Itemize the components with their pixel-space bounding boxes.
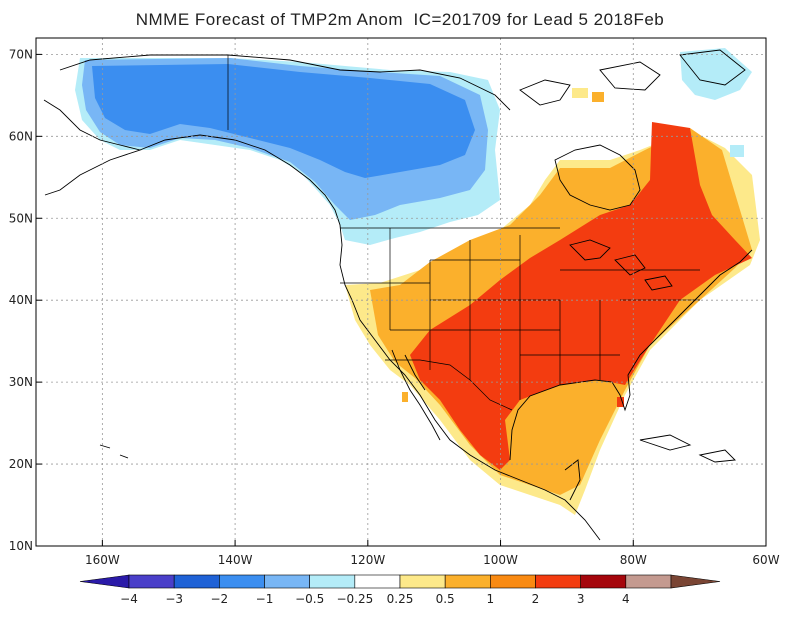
colorbar: −4 −3 −2 −1 −0.5 −0.25 0.25 0.5 1 2 3 4 <box>79 574 721 606</box>
colorbar-swatch <box>444 574 491 589</box>
lat-tick-label: 30N <box>9 375 33 389</box>
colorbar-label: 4 <box>622 592 630 606</box>
colorbar-swatch <box>490 574 536 589</box>
lat-tick-label: 40N <box>9 293 33 307</box>
colorbar-label: 1 <box>487 592 495 606</box>
colorbar-swatch <box>354 574 401 589</box>
lon-tick-label: 80W <box>620 553 647 567</box>
colorbar-label: −0.25 <box>336 592 373 606</box>
lon-tick-label: 60W <box>752 553 779 567</box>
map-axes: 10N 20N 30N 40N 50N 60N 70N 160W 140W 120W 100W 80W… <box>9 47 780 567</box>
cold-anomaly-strong <box>92 64 475 178</box>
map-title: NMME Forecast of TMP2m Anom IC=201709 fo… <box>135 10 665 29</box>
colorbar-label: −1 <box>256 592 274 606</box>
lon-tick-label: 120W <box>350 553 385 567</box>
colorbar-label: −3 <box>165 592 183 606</box>
lon-tick-label: 100W <box>483 553 518 567</box>
colorbar-label: 3 <box>577 592 585 606</box>
colorbar-swatch <box>535 574 581 589</box>
anomaly-shading <box>75 48 760 515</box>
map-frame <box>35 37 767 547</box>
colorbar-swatch <box>264 574 310 589</box>
coastlines <box>43 49 753 541</box>
colorbar-swatch <box>399 574 446 589</box>
lat-tick-label: 70N <box>9 47 33 61</box>
colorbar-label: 0.25 <box>387 592 414 606</box>
colorbar-swatch <box>219 574 265 589</box>
colorbar-swatch <box>580 574 627 589</box>
lat-tick-label: 10N <box>9 539 33 553</box>
colorbar-high-arrow <box>670 574 721 589</box>
colorbar-label: −0.5 <box>295 592 324 606</box>
lon-tick-label: 140W <box>218 553 253 567</box>
warm-anomaly-strong <box>410 122 752 470</box>
colorbar-label: 2 <box>532 592 540 606</box>
colorbar-swatch <box>128 574 175 589</box>
lat-tick-label: 20N <box>9 457 33 471</box>
lat-tick-label: 60N <box>9 129 33 143</box>
lat-lon-grid <box>36 38 766 546</box>
colorbar-low-arrow <box>79 574 130 589</box>
colorbar-swatch <box>173 574 220 589</box>
colorbar-swatch <box>309 574 356 589</box>
colorbar-label: −2 <box>210 592 228 606</box>
colorbar-label: −4 <box>120 592 138 606</box>
lat-tick-label: 50N <box>9 211 33 225</box>
colorbar-swatch <box>625 574 672 589</box>
lon-tick-label: 160W <box>85 553 120 567</box>
colorbar-label: 0.5 <box>436 592 455 606</box>
